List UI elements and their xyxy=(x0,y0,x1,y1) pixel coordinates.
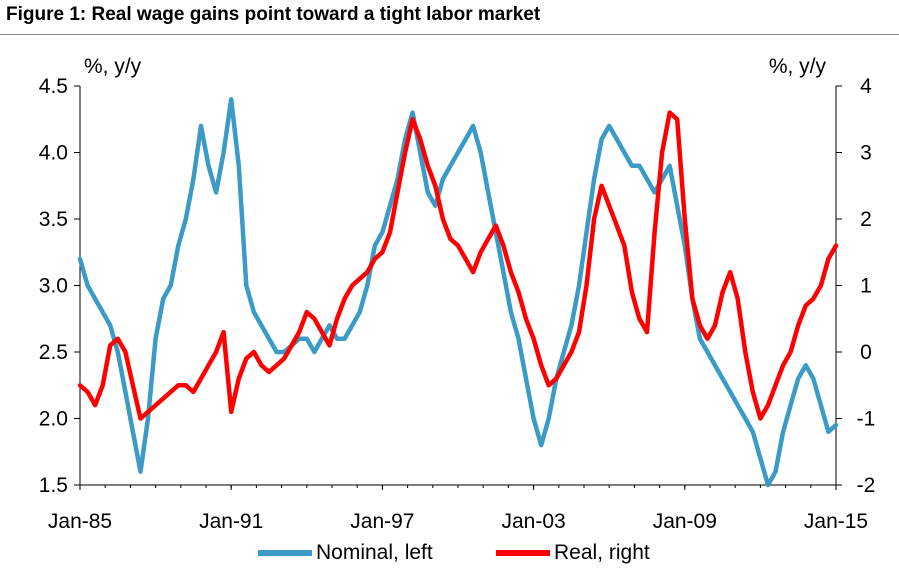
y-left-unit-label: %, y/y xyxy=(84,55,142,78)
axes xyxy=(74,85,842,490)
title-divider xyxy=(0,34,899,35)
legend-item-nominal: Nominal, left xyxy=(258,538,433,568)
x-tick-label: Jan-85 xyxy=(48,510,112,533)
x-tick-label: Jan-97 xyxy=(350,510,414,533)
dual-axis-line-chart: 4.5 4.0 3.5 3.0 2.5 2.0 1.5 4 3 2 1 0 -1 -2 Jan-85 Jan-… xyxy=(39,55,876,533)
x-tick-label: Jan-09 xyxy=(653,510,717,533)
y-right-tick-label: -2 xyxy=(857,474,876,497)
x-tick-label: Jan-91 xyxy=(199,510,263,533)
y-right-tick-label: 0 xyxy=(860,341,872,364)
legend: Nominal, left Real, right xyxy=(0,538,899,568)
x-tick-label: Jan-15 xyxy=(804,510,868,533)
y-right-tick-label: -1 xyxy=(857,408,876,431)
y-left-tick-label: 1.5 xyxy=(39,474,68,497)
y-left-tick-label: 3.0 xyxy=(39,275,68,298)
series-lines xyxy=(77,97,839,488)
legend-swatch-real xyxy=(496,550,550,556)
legend-label-real: Real, right xyxy=(554,541,650,564)
chart-title: Figure 1: Real wage gains point toward a… xyxy=(6,4,541,25)
x-tick-label: Jan-03 xyxy=(501,510,565,533)
series-line-nominal xyxy=(77,97,839,488)
y-right-unit-label: %, y/y xyxy=(769,55,827,78)
y-left-tick-label: 3.5 xyxy=(39,208,68,231)
legend-item-real: Real, right xyxy=(496,538,650,568)
y-right-tick-label: 4 xyxy=(860,75,872,98)
legend-label-nominal: Nominal, left xyxy=(316,541,433,564)
y-left-tick-label: 2.5 xyxy=(39,341,68,364)
y-right-tick-label: 3 xyxy=(860,142,872,165)
y-right-tick-label: 2 xyxy=(860,208,872,231)
y-left-tick-label: 4.0 xyxy=(39,142,68,165)
legend-swatch-nominal xyxy=(258,550,312,556)
y-right-tick-label: 1 xyxy=(860,275,872,298)
tick-labels: 4.5 4.0 3.5 3.0 2.5 2.0 1.5 4 3 2 1 0 -1 -2 Jan-85 Jan-… xyxy=(39,55,876,533)
y-left-tick-label: 4.5 xyxy=(39,75,68,98)
y-left-tick-label: 2.0 xyxy=(39,408,68,431)
series-line-real xyxy=(77,110,839,421)
